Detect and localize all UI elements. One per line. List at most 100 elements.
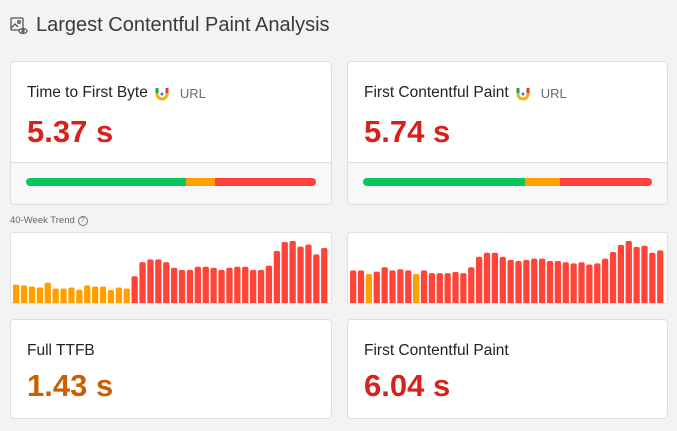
trend-bar[interactable] xyxy=(586,264,593,305)
trend-bar[interactable] xyxy=(281,242,288,305)
good-segment xyxy=(363,178,525,186)
trend-bar[interactable] xyxy=(99,286,107,305)
trend-bar[interactable] xyxy=(297,246,304,305)
trend-bar[interactable] xyxy=(242,266,249,305)
metric-value: 5.37 s xyxy=(27,114,114,149)
trend-bar[interactable] xyxy=(186,269,194,305)
trend-bar[interactable] xyxy=(194,266,201,305)
trend-bar[interactable] xyxy=(20,285,28,305)
trend-bar[interactable] xyxy=(657,250,664,305)
card-title: First Contentful Paint xyxy=(364,342,509,359)
trend-bar[interactable] xyxy=(76,289,83,305)
trend-bar[interactable] xyxy=(381,267,388,305)
trend-bar[interactable] xyxy=(147,259,154,305)
trend-bar[interactable] xyxy=(625,241,632,305)
image-eye-icon xyxy=(10,16,28,34)
trend-bar[interactable] xyxy=(389,270,396,305)
ttfb-trend-chart xyxy=(10,232,332,305)
trend-bar[interactable] xyxy=(68,287,75,305)
trend-bar[interactable] xyxy=(313,254,320,305)
page-title: Largest Contentful Paint Analysis xyxy=(10,14,330,37)
crux-icon xyxy=(155,88,169,101)
trend-bar[interactable] xyxy=(257,269,265,305)
trend-bar[interactable] xyxy=(460,273,467,305)
trend-bar[interactable] xyxy=(265,265,273,305)
trend-bar[interactable] xyxy=(60,288,67,305)
trend-bar[interactable] xyxy=(397,269,404,305)
trend-bar[interactable] xyxy=(36,287,43,305)
metric-value: 6.04 s xyxy=(364,368,451,403)
trend-bar[interactable] xyxy=(499,256,506,305)
trend-bar[interactable] xyxy=(468,267,475,305)
fcp-bottom-card: First Contentful Paint 6.04 s xyxy=(347,319,668,419)
trend-bar[interactable] xyxy=(507,259,514,305)
trend-bar[interactable] xyxy=(539,258,546,305)
trend-bar[interactable] xyxy=(178,269,186,305)
trend-bar[interactable] xyxy=(163,262,170,305)
trend-bar[interactable] xyxy=(405,270,412,305)
trend-bar[interactable] xyxy=(420,270,428,305)
trend-bar[interactable] xyxy=(171,267,178,305)
metric-value: 1.43 s xyxy=(27,368,114,403)
trend-bar[interactable] xyxy=(92,286,99,305)
trend-bar[interactable] xyxy=(28,286,36,305)
trend-bar[interactable] xyxy=(52,288,59,305)
trend-bar[interactable] xyxy=(633,246,640,305)
trend-bar[interactable] xyxy=(84,285,91,305)
trend-bar[interactable] xyxy=(13,284,20,305)
ttfb-trend-svg xyxy=(13,241,328,305)
trend-bar[interactable] xyxy=(491,252,499,305)
trend-bar[interactable] xyxy=(649,252,656,305)
trend-bar[interactable] xyxy=(155,259,162,305)
poor-segment xyxy=(559,178,652,186)
trend-bar[interactable] xyxy=(305,244,312,305)
question-circle-icon[interactable]: ? xyxy=(77,215,88,226)
trend-bar[interactable] xyxy=(476,256,483,305)
trend-bar[interactable] xyxy=(44,282,51,305)
trend-label: 40-Week Trend? xyxy=(10,215,88,226)
trend-bar[interactable] xyxy=(131,276,138,305)
trend-bar[interactable] xyxy=(210,267,217,305)
trend-bar[interactable] xyxy=(123,288,130,305)
trend-bar[interactable] xyxy=(554,261,562,305)
good-segment xyxy=(26,178,186,186)
trend-bar[interactable] xyxy=(531,258,538,305)
trend-bar[interactable] xyxy=(139,262,146,305)
trend-bar[interactable] xyxy=(202,266,209,305)
trend-bar[interactable] xyxy=(115,287,122,305)
url-badge: URL xyxy=(179,85,206,101)
trend-bar[interactable] xyxy=(609,251,617,305)
trend-bar[interactable] xyxy=(107,289,115,305)
trend-bar[interactable] xyxy=(617,244,625,305)
trend-bar[interactable] xyxy=(321,248,328,305)
trend-bar[interactable] xyxy=(289,241,296,305)
fcp-trend-chart xyxy=(347,232,668,305)
trend-bar[interactable] xyxy=(226,267,233,305)
trend-bar[interactable] xyxy=(250,269,257,305)
trend-bar[interactable] xyxy=(428,273,436,305)
trend-bar[interactable] xyxy=(483,252,491,305)
trend-bar[interactable] xyxy=(218,269,225,305)
trend-bar[interactable] xyxy=(570,263,577,305)
crux-icon xyxy=(516,88,530,101)
url-badge: URL xyxy=(540,85,567,101)
trend-bar[interactable] xyxy=(578,262,585,305)
trend-bar[interactable] xyxy=(234,266,241,305)
trend-bar[interactable] xyxy=(602,258,609,305)
trend-bar[interactable] xyxy=(641,245,648,305)
trend-bar[interactable] xyxy=(562,262,569,305)
trend-bar[interactable] xyxy=(413,273,420,305)
trend-bar[interactable] xyxy=(515,261,522,305)
trend-bar[interactable] xyxy=(357,270,365,305)
trend-bar[interactable] xyxy=(273,250,280,305)
poor-segment xyxy=(214,178,316,186)
trend-bar[interactable] xyxy=(350,270,357,305)
trend-bar[interactable] xyxy=(452,272,459,305)
trend-bar[interactable] xyxy=(546,261,554,305)
trend-bar[interactable] xyxy=(444,273,451,305)
trend-bar[interactable] xyxy=(365,273,373,305)
trend-bar[interactable] xyxy=(436,273,443,305)
trend-bar[interactable] xyxy=(594,263,601,305)
trend-bar[interactable] xyxy=(373,271,380,305)
trend-bar[interactable] xyxy=(523,259,530,305)
